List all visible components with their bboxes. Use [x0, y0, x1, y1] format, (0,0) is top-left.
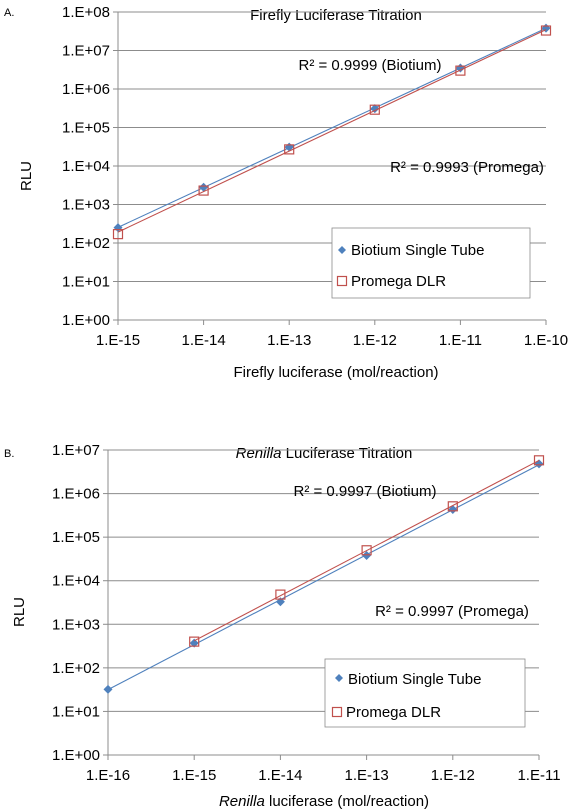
panel-label: A. [4, 7, 14, 19]
point-promega [112, 229, 124, 240]
y-tick-label: 1.E+07 [62, 43, 110, 60]
legend-marker-promega [331, 706, 343, 718]
r2-annotation-promega: R² = 0.9993 (Promega) [390, 159, 544, 176]
legend-box [324, 658, 526, 728]
y-tick-label: 1.E+02 [62, 235, 110, 252]
y-tick-label: 1.E+08 [62, 4, 110, 21]
x-tick-label: 1.E-13 [344, 767, 388, 784]
legend-label-promega: Promega DLR [346, 704, 441, 721]
point-promega [189, 636, 200, 647]
x-tick-label: 1.E-12 [353, 332, 397, 349]
y-tick-label: 1.E+04 [52, 573, 100, 590]
legend-label-biotium: Biotium Single Tube [351, 242, 484, 259]
x-tick-label: 1.E-11 [517, 767, 560, 784]
x-tick-label: 1.E-15 [172, 767, 216, 784]
y-tick-label: 1.E+00 [62, 312, 110, 329]
legend-box [331, 227, 531, 299]
legend-marker-biotium [338, 246, 346, 254]
x-tick-labels: 1.E-16 1.E-15 1.E-14 1.E-13 1.E-12 1.E-11 [86, 767, 561, 784]
data-series [112, 23, 552, 240]
x-axis-label: Firefly luciferase (mol/reaction) [233, 364, 438, 381]
point-promega [361, 545, 372, 556]
y-tick-label: 1.E+07 [52, 442, 100, 459]
x-axis-label: Renilla luciferase (mol/reaction) [219, 793, 429, 810]
y-tick-label: 1.E+01 [52, 703, 100, 720]
point-biotium [189, 638, 199, 648]
chart-title-rest: Luciferase Titration [281, 445, 412, 462]
x-tick-label: 1.E-14 [181, 332, 225, 349]
legend-label-biotium: Biotium Single Tube [348, 671, 481, 688]
gridlines [113, 11, 547, 325]
point-promega [275, 589, 286, 600]
y-tick-label: 1.E+01 [62, 274, 110, 291]
point-promega [533, 455, 545, 466]
x-tick-label: 1.E-10 [524, 332, 568, 349]
y-tick-label: 1.E+06 [62, 81, 110, 98]
point-biotium [199, 182, 209, 192]
legend-marker-biotium [335, 674, 343, 682]
trendline-promega [117, 29, 547, 233]
x-tick-label: 1.E-16 [86, 767, 130, 784]
y-tick-labels: 1.E+00 1.E+01 1.E+02 1.E+03 1.E+04 1.E+05 1.E+… [62, 4, 110, 329]
point-promega [447, 501, 458, 512]
point-promega [540, 25, 552, 36]
y-axis-label: RLU [11, 597, 28, 627]
x-tick-label: 1.E-15 [96, 332, 140, 349]
y-tick-label: 1.E+03 [52, 616, 100, 633]
trendline-biotium [107, 464, 540, 691]
x-tick-label: 1.E-14 [258, 767, 302, 784]
y-tick-label: 1.E+02 [52, 660, 100, 677]
y-tick-label: 1.E+05 [62, 120, 110, 137]
point-biotium [103, 684, 113, 694]
chart-firefly: A. Firefly Luciferase Titration 1.E+001.… [4, 4, 568, 381]
r2-annotation-promega: R² = 0.9997 (Promega) [375, 603, 529, 620]
y-tick-label: 1.E+04 [62, 158, 110, 175]
legend-marker-promega [336, 275, 348, 287]
point-promega [455, 65, 466, 76]
y-tick-label: 1.E+06 [52, 486, 100, 503]
x-tick-label: 1.E-12 [431, 767, 475, 784]
legend: Biotium Single Tube Promega DLR [324, 658, 526, 728]
r2-annotation-biotium: R² = 0.9997 (Biotium) [294, 483, 437, 500]
y-tick-label: 1.E+00 [52, 747, 100, 764]
x-axis-label-italic: Renilla [219, 793, 265, 810]
trendline-promega [193, 459, 540, 642]
x-tick-labels: 1.E-15 1.E-14 1.E-13 1.E-12 1.E-11 1.E-10 [96, 332, 568, 349]
chart-title: Firefly Luciferase Titration [250, 7, 422, 24]
y-tick-label: 1.E+05 [52, 529, 100, 546]
chart-title-italic: Renilla [236, 445, 282, 462]
point-promega [284, 144, 295, 155]
y-tick-labels: 1.E+00 1.E+01 1.E+02 1.E+03 1.E+04 1.E+05 1.E+… [52, 442, 100, 764]
chart-title: Renilla Luciferase Titration [236, 445, 413, 462]
x-tick-label: 1.E-13 [267, 332, 311, 349]
point-biotium [362, 550, 372, 560]
point-biotium [284, 142, 294, 152]
trendline-biotium [117, 27, 547, 228]
point-biotium [448, 505, 458, 515]
panel-label: B. [4, 448, 14, 460]
chart-renilla: B. Renilla Luciferase Titration 1.E+001.… [4, 442, 561, 810]
point-biotium [370, 104, 380, 114]
y-axis-label: RLU [18, 161, 35, 191]
point-promega [369, 104, 380, 115]
legend: Biotium Single Tube Promega DLR [331, 227, 531, 299]
y-tick-label: 1.E+03 [62, 197, 110, 214]
x-axis-label-rest: luciferase (mol/reaction) [265, 793, 429, 810]
x-tick-label: 1.E-11 [439, 332, 482, 349]
r2-annotation-biotium: R² = 0.9999 (Biotium) [299, 57, 442, 74]
legend-label-promega: Promega DLR [351, 273, 446, 290]
data-series [103, 455, 545, 694]
point-promega [198, 185, 209, 196]
